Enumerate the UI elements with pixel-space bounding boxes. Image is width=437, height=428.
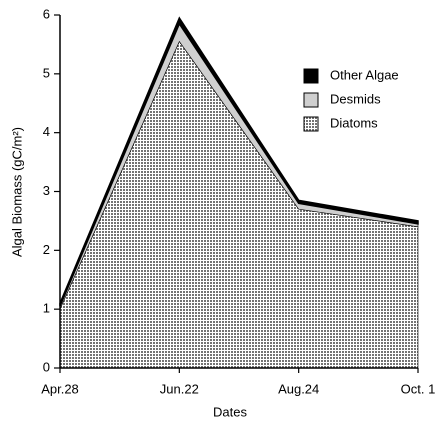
- y-tick-label: 5: [43, 65, 50, 80]
- legend-swatch: [303, 68, 319, 84]
- y-tick-label: 2: [43, 242, 50, 257]
- y-tick-label: 6: [43, 6, 50, 21]
- y-tick-label: 3: [43, 183, 50, 198]
- legend-label: Diatoms: [330, 115, 378, 130]
- x-tick-label: Aug.24: [278, 381, 319, 396]
- legend-swatch: [303, 116, 319, 132]
- y-tick-label: 0: [43, 359, 50, 374]
- area: [59, 16, 419, 307]
- y-tick-label: 1: [43, 301, 50, 316]
- legend-swatch: [303, 92, 319, 108]
- x-tick-label: Oct. 1: [401, 381, 436, 396]
- legend-label: Other Algae: [330, 67, 399, 82]
- y-axis-label: Algal Biomass (gC/m²): [9, 127, 24, 257]
- legend-label: Desmids: [330, 91, 381, 106]
- x-tick-label: Jun.22: [160, 381, 199, 396]
- x-tick-label: Apr.28: [41, 381, 79, 396]
- y-tick-label: 4: [43, 124, 50, 139]
- x-axis-label: Dates: [213, 404, 247, 419]
